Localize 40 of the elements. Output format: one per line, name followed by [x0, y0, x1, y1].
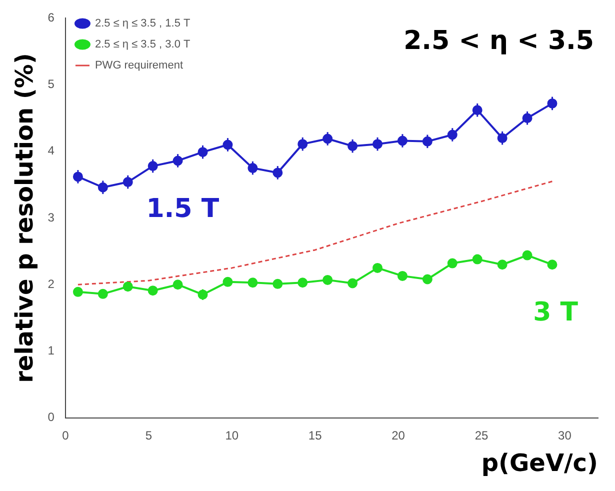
point — [122, 282, 133, 292]
annotation: 3 T — [533, 298, 578, 328]
point — [497, 260, 508, 270]
legend-label: 2.5 ≤ η ≤ 3.5 , 3.0 T — [94, 38, 190, 51]
point — [322, 274, 333, 285]
x-axis-title: p(GeV/c) — [481, 448, 598, 477]
annotation: 2.5 < η < 3.5 — [404, 26, 594, 56]
point — [547, 260, 558, 270]
point — [447, 258, 458, 268]
point — [472, 254, 482, 264]
point — [298, 278, 308, 288]
point — [272, 278, 283, 289]
y-tick-label: 4 — [48, 144, 55, 158]
point — [172, 280, 183, 290]
x-tick-label: 0 — [62, 428, 70, 442]
point — [372, 262, 382, 273]
x-tick-label: 5 — [145, 428, 152, 442]
point — [522, 250, 532, 260]
y-axis-title: relative p resolution (%) — [10, 53, 39, 383]
y-tick-label: 3 — [48, 210, 55, 224]
point — [148, 286, 158, 296]
y-tick-label: 1 — [48, 344, 55, 358]
y-tick-label: 2 — [48, 276, 55, 291]
y-tick-label: 0 — [48, 410, 55, 424]
legend-label: 2.5 ≤ η ≤ 3.5 , 1.5 T — [94, 18, 190, 30]
x-tick-label: 25 — [474, 428, 489, 442]
point — [98, 288, 108, 299]
point — [248, 278, 258, 288]
legend-label: PWG requirement — [94, 60, 184, 72]
x-tick-label: 20 — [392, 428, 406, 442]
annotation: 1.5 T — [146, 194, 220, 224]
x-tick-label: 15 — [308, 428, 322, 442]
x-tick-label: 30 — [558, 428, 572, 442]
x-tick-label: 10 — [225, 428, 239, 442]
point — [397, 270, 408, 281]
point — [348, 278, 358, 288]
line-series — [77, 180, 553, 286]
y-tick-label: 6 — [48, 10, 55, 25]
point — [72, 286, 83, 297]
y-tick-label: 5 — [48, 77, 55, 92]
